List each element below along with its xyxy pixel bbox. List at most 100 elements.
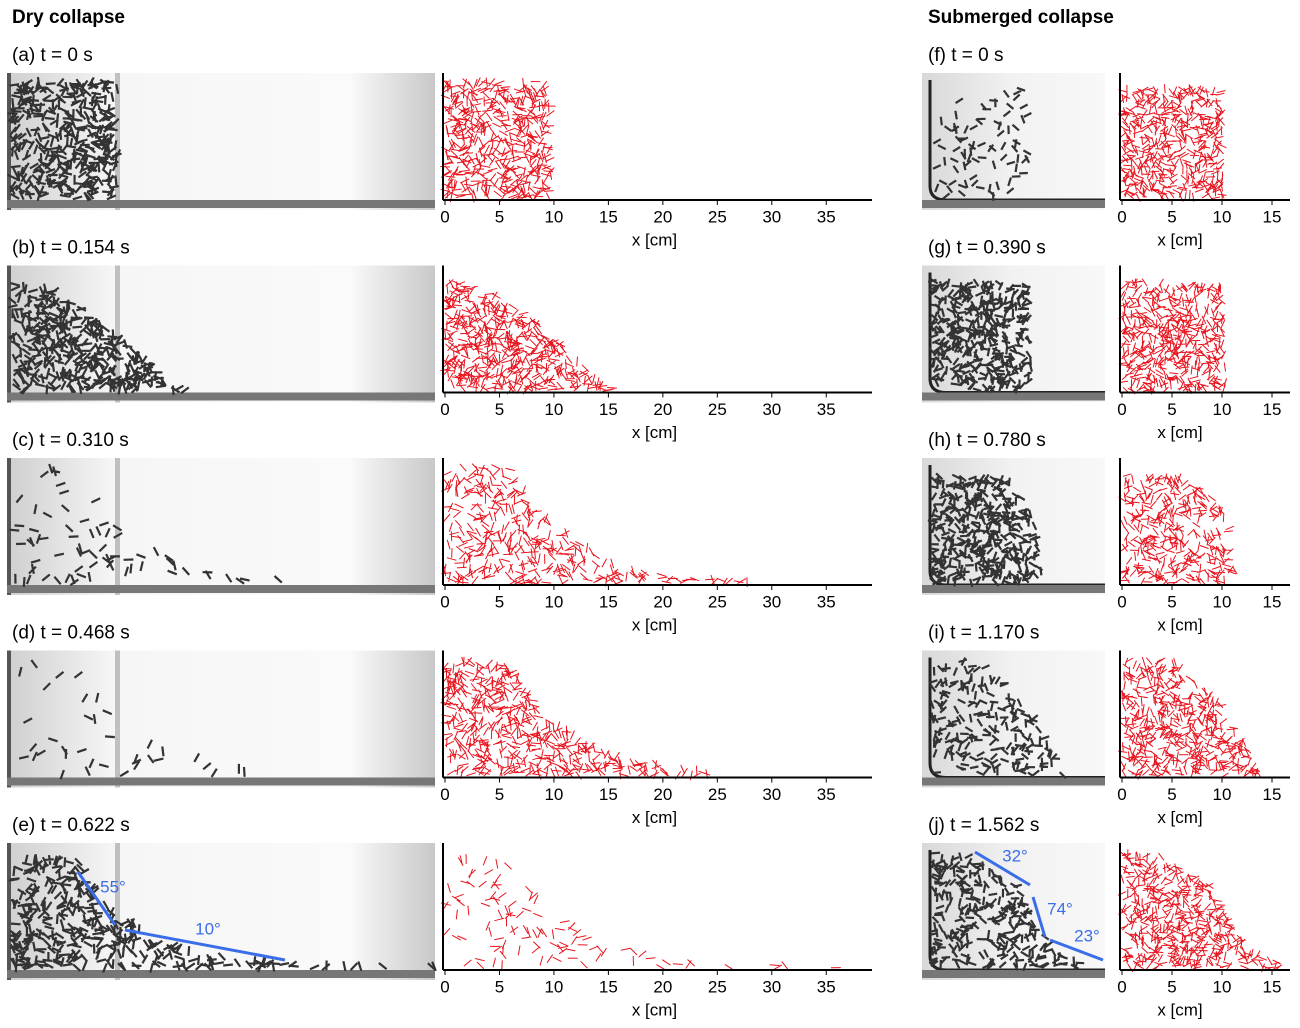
x-tick-label: 30 — [762, 400, 781, 419]
angle-line — [1049, 938, 1104, 962]
wall — [7, 73, 11, 210]
left-title: Dry collapse — [12, 7, 125, 28]
x-axis-label: x [cm] — [632, 1000, 677, 1019]
photo — [7, 265, 435, 403]
x-tick-label: 15 — [1263, 785, 1282, 804]
x-tick-label: 25 — [708, 977, 727, 996]
rods — [1118, 656, 1262, 780]
ruler — [922, 585, 1105, 593]
x-tick-label: 35 — [817, 977, 836, 996]
x-tick-label: 0 — [1117, 977, 1126, 996]
gate — [115, 843, 120, 980]
x-tick-label: 0 — [440, 207, 449, 226]
panel-label: (f) t = 0 s — [928, 45, 1004, 66]
rods — [440, 854, 841, 971]
x-tick-label: 20 — [653, 785, 672, 804]
x-tick-label: 0 — [1117, 400, 1126, 419]
photo — [7, 650, 435, 788]
x-tick-label: 10 — [544, 592, 563, 611]
x-tick-label: 30 — [762, 207, 781, 226]
x-tick-label: 25 — [708, 400, 727, 419]
photo — [922, 458, 1105, 595]
x-tick-label: 5 — [1167, 592, 1176, 611]
x-tick-label: 10 — [1213, 977, 1232, 996]
photo — [922, 73, 1105, 210]
x-tick-label: 20 — [653, 977, 672, 996]
rods — [1118, 84, 1227, 203]
x-axis-label: x [cm] — [632, 230, 677, 249]
x-tick-label: 5 — [1167, 400, 1176, 419]
x-tick-label: 10 — [1213, 785, 1232, 804]
x-axis-label: x [cm] — [632, 615, 677, 634]
x-tick-label: 5 — [495, 207, 504, 226]
angle-label: 10° — [195, 919, 221, 938]
x-tick-label: 15 — [599, 207, 618, 226]
ruler — [922, 970, 1105, 978]
x-tick-label: 5 — [1167, 207, 1176, 226]
photo — [922, 843, 1105, 980]
photo — [922, 650, 1105, 788]
photo — [922, 265, 1105, 403]
x-tick-label: 15 — [1263, 977, 1282, 996]
photo — [7, 458, 435, 595]
x-tick-label: 10 — [544, 400, 563, 419]
rod-plot: 0 5 10 15 x [cm] — [1117, 73, 1290, 249]
x-tick-label: 15 — [1263, 592, 1282, 611]
x-tick-label: 30 — [762, 592, 781, 611]
rod-plot: 0 5 10 15 20 25 30 35 x [cm] — [440, 458, 872, 634]
x-tick-label: 0 — [440, 977, 449, 996]
x-tick-label: 20 — [653, 400, 672, 419]
rods — [18, 659, 246, 780]
x-tick-label: 15 — [1263, 207, 1282, 226]
x-tick-label: 5 — [1167, 977, 1176, 996]
x-tick-label: 10 — [544, 977, 563, 996]
x-tick-label: 0 — [1117, 207, 1126, 226]
rods — [440, 279, 617, 395]
rods — [932, 86, 1032, 201]
x-tick-label: 10 — [1213, 592, 1232, 611]
rod-plot: 0 5 10 15 x [cm] — [1117, 265, 1290, 442]
panel-label: (c) t = 0.310 s — [12, 430, 129, 451]
rods — [7, 281, 190, 396]
tank-corner — [928, 80, 1105, 202]
x-tick-label: 30 — [762, 785, 781, 804]
x-axis-label: x [cm] — [1157, 808, 1202, 827]
rod-plot: 0 5 10 15 20 25 30 35 x [cm] — [440, 650, 872, 827]
ruler — [7, 970, 435, 978]
panels: (a) t = 0 s 0 5 10 15 20 25 30 35 x [cm] (b) t = 0… — [7, 45, 1290, 1019]
x-tick-label: 5 — [495, 977, 504, 996]
x-axis-label: x [cm] — [1157, 1000, 1202, 1019]
rod-plot: 0 5 10 15 20 25 30 35 x [cm] — [440, 73, 872, 249]
x-axis-label: x [cm] — [1157, 423, 1202, 442]
panel-label: (g) t = 0.390 s — [928, 238, 1046, 259]
panel-label: (b) t = 0.154 s — [12, 238, 130, 259]
angle-line — [974, 850, 1031, 887]
photo-bg — [7, 458, 435, 595]
rods — [928, 657, 1067, 779]
right-title: Submerged collapse — [928, 7, 1114, 28]
ruler — [922, 777, 1105, 786]
photo — [7, 73, 435, 210]
gate — [115, 73, 120, 210]
rods — [927, 277, 1033, 394]
x-tick-label: 35 — [817, 785, 836, 804]
photo — [7, 843, 437, 980]
rods — [1117, 849, 1282, 973]
rod-plot: 0 5 10 15 x [cm] — [1117, 458, 1290, 634]
ruler — [7, 585, 435, 593]
angle-label: 32° — [1002, 846, 1028, 865]
rod-plot: 0 5 10 15 x [cm] — [1117, 843, 1290, 1019]
panel-label: (i) t = 1.170 s — [928, 623, 1039, 644]
x-tick-label: 15 — [599, 400, 618, 419]
gate — [115, 458, 120, 595]
angle-label: 55° — [100, 877, 126, 896]
x-tick-label: 30 — [762, 977, 781, 996]
angle-label: 23° — [1074, 926, 1100, 945]
rods — [1118, 473, 1238, 587]
ruler — [7, 392, 435, 401]
x-tick-label: 5 — [495, 592, 504, 611]
panel-label: (a) t = 0 s — [12, 45, 93, 66]
x-tick-label: 0 — [1117, 785, 1126, 804]
x-tick-label: 35 — [817, 400, 836, 419]
